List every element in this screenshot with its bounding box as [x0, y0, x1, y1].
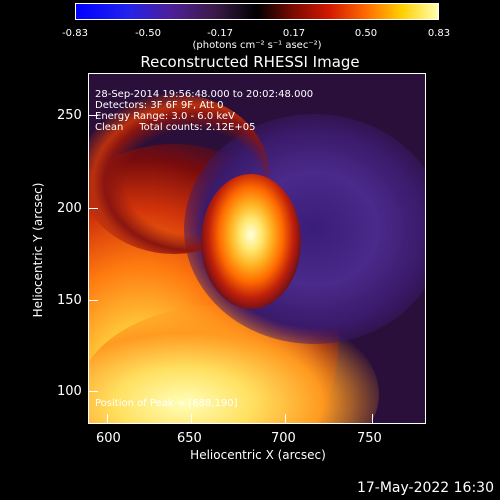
x-tickmark	[372, 414, 373, 424]
colorbar-tick: 0.50	[354, 28, 378, 39]
info-time-range: 28-Sep-2014 19:56:48.000 to 20:02:48.000	[95, 89, 314, 100]
colorbar-units: (photons cm⁻² s⁻¹ asec⁻²)	[192, 40, 322, 51]
x-tick-label: 600	[96, 431, 121, 446]
x-tickmark	[285, 414, 286, 424]
y-tickmark	[88, 391, 98, 392]
colorbar-tick: -0.50	[135, 28, 161, 39]
y-tick-label: 200	[57, 201, 82, 216]
plot-title: Reconstructed RHESSI Image	[140, 53, 360, 71]
colorbar	[75, 3, 439, 20]
x-axis-label: Heliocentric X (arcsec)	[190, 448, 326, 462]
x-tick-label: 700	[271, 431, 296, 446]
y-tick-label: 250	[57, 108, 82, 123]
info-detectors: Detectors: 3F 6F 9F, Att 0	[95, 100, 224, 111]
timestamp: 17-May-2022 16:30	[356, 480, 494, 496]
x-tick-label: 650	[177, 431, 202, 446]
colorbar-tick: 0.83	[427, 28, 451, 39]
x-tickmark	[107, 414, 108, 424]
colorbar-tick: 0.17	[282, 28, 306, 39]
x-tickmark	[191, 414, 192, 424]
info-energy: Energy Range: 3.0 - 6.0 keV	[95, 111, 235, 122]
y-tickmark	[88, 300, 98, 301]
info-peak: Position of Peak = [688,190]	[95, 398, 238, 409]
y-tickmark	[88, 115, 98, 116]
colorbar-tick: -0.83	[62, 28, 88, 39]
y-tick-label: 150	[57, 293, 82, 308]
peak-source	[201, 174, 301, 309]
y-axis-label: Heliocentric Y (arcsec)	[31, 182, 45, 318]
x-tick-label: 750	[357, 431, 382, 446]
y-tickmark	[88, 208, 98, 209]
y-tick-label: 100	[57, 384, 82, 399]
colorbar-tick: -0.17	[207, 28, 233, 39]
rhessi-image	[88, 73, 426, 424]
info-clean: Clean Total counts: 2.12E+05	[95, 122, 256, 133]
